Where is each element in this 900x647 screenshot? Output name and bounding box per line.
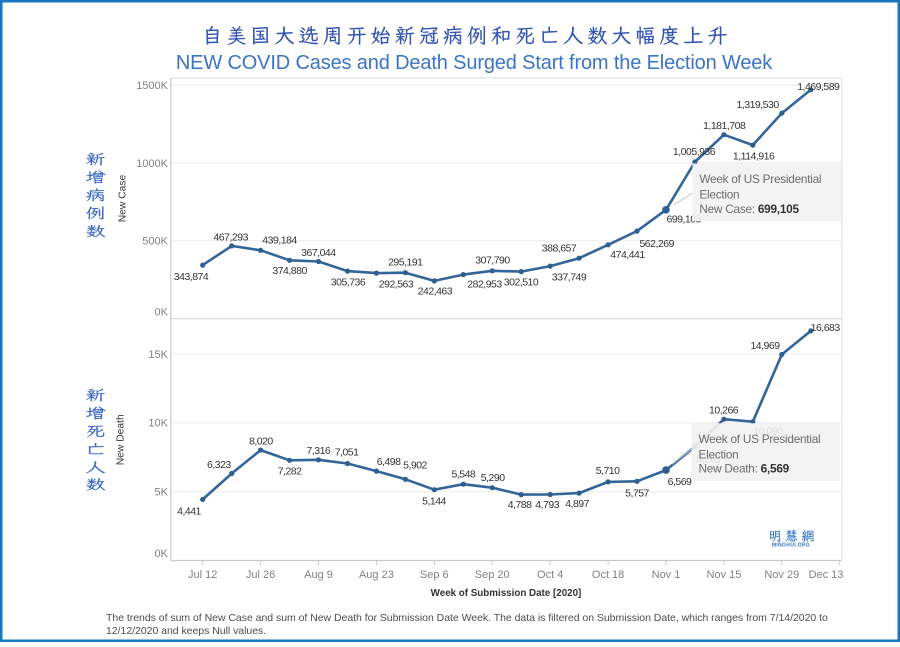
svg-text:Election: Election — [699, 188, 739, 202]
svg-text:New Case: New Case — [118, 174, 129, 222]
svg-text:0K: 0K — [155, 306, 169, 318]
svg-text:4,441: 4,441 — [177, 506, 201, 518]
svg-text:388,657: 388,657 — [542, 243, 577, 255]
svg-text:Week of US Presidential: Week of US Presidential — [699, 172, 821, 186]
svg-text:5,710: 5,710 — [596, 465, 620, 477]
svg-text:5K: 5K — [155, 487, 169, 499]
svg-text:439,184: 439,184 — [262, 234, 297, 246]
svg-text:1000K: 1000K — [136, 158, 168, 170]
svg-text:467,293: 467,293 — [213, 232, 248, 244]
svg-text:Election: Election — [699, 447, 739, 461]
svg-text:7,316: 7,316 — [307, 445, 331, 457]
svg-text:374,880: 374,880 — [272, 265, 307, 277]
svg-text:1,005,936: 1,005,936 — [673, 146, 716, 158]
svg-text:292,563: 292,563 — [379, 279, 414, 291]
svg-text:5,144: 5,144 — [422, 496, 446, 508]
svg-text:5,290: 5,290 — [481, 472, 505, 484]
svg-text:Nov 29: Nov 29 — [764, 569, 799, 581]
svg-text:282,953: 282,953 — [467, 279, 502, 291]
svg-text:5,548: 5,548 — [452, 469, 476, 481]
svg-text:474,441: 474,441 — [610, 249, 645, 261]
svg-text:10,266: 10,266 — [709, 405, 739, 417]
svg-text:6,323: 6,323 — [207, 459, 231, 471]
svg-text:MINGHUI.ORG: MINGHUI.ORG — [772, 542, 810, 548]
svg-text:367,044: 367,044 — [301, 247, 336, 259]
svg-text:6,498: 6,498 — [377, 456, 401, 468]
svg-text:Jul 12: Jul 12 — [188, 569, 217, 581]
svg-text:Oct 4: Oct 4 — [537, 569, 563, 581]
svg-text:4,793: 4,793 — [535, 499, 559, 511]
svg-text:Week of Submission Date [2020]: Week of Submission Date [2020] — [431, 588, 582, 599]
svg-text:The trends of sum of New Case: The trends of sum of New Case and sum of… — [106, 612, 828, 624]
svg-text:New Case: 699,105: New Case: 699,105 — [699, 202, 799, 216]
svg-text:295,191: 295,191 — [388, 257, 423, 269]
svg-text:343,874: 343,874 — [174, 271, 209, 283]
svg-text:0K: 0K — [155, 548, 169, 560]
svg-text:6,569: 6,569 — [668, 476, 692, 488]
svg-text:1,319,530: 1,319,530 — [736, 99, 779, 111]
svg-text:242,463: 242,463 — [418, 285, 453, 297]
svg-text:Sep 6: Sep 6 — [420, 569, 449, 581]
svg-text:Nov 15: Nov 15 — [706, 569, 741, 581]
svg-text:7,282: 7,282 — [278, 465, 302, 477]
svg-text:307,790: 307,790 — [475, 255, 510, 267]
svg-text:7,051: 7,051 — [335, 447, 359, 459]
svg-text:305,736: 305,736 — [331, 276, 366, 288]
svg-text:Nov 1: Nov 1 — [652, 569, 681, 581]
svg-text:1,469,589: 1,469,589 — [797, 81, 840, 93]
svg-text:1,114,916: 1,114,916 — [733, 151, 775, 163]
svg-text:Oct 18: Oct 18 — [592, 569, 624, 581]
svg-text:1500K: 1500K — [136, 80, 168, 92]
svg-text:1,181,708: 1,181,708 — [703, 120, 746, 132]
svg-text:New Death: New Death — [116, 414, 127, 465]
svg-text:NEW COVID Cases and Death Surg: NEW COVID Cases and Death Surged Start f… — [176, 52, 773, 74]
svg-text:12/12/2020 and keeps Null valu: 12/12/2020 and keeps Null values. — [106, 625, 266, 637]
svg-text:New Death: 6,569: New Death: 6,569 — [699, 462, 790, 476]
svg-text:8,020: 8,020 — [249, 436, 273, 448]
svg-text:562,269: 562,269 — [639, 238, 674, 250]
svg-text:14,969: 14,969 — [750, 340, 780, 352]
svg-text:4,788: 4,788 — [508, 499, 532, 511]
svg-text:Week of US Presidential: Week of US Presidential — [699, 432, 821, 446]
svg-text:Jul 26: Jul 26 — [246, 569, 275, 581]
svg-text:4,897: 4,897 — [565, 498, 589, 510]
svg-text:5,757: 5,757 — [625, 487, 649, 499]
svg-text:10K: 10K — [148, 418, 168, 430]
svg-text:302,510: 302,510 — [504, 276, 539, 288]
svg-text:Aug 9: Aug 9 — [304, 569, 333, 581]
svg-text:Sep 20: Sep 20 — [475, 569, 510, 581]
svg-text:16,683: 16,683 — [811, 322, 841, 334]
svg-text:Aug 23: Aug 23 — [359, 569, 394, 581]
svg-text:500K: 500K — [142, 236, 168, 248]
svg-text:Dec 13: Dec 13 — [809, 569, 844, 581]
svg-text:5,902: 5,902 — [403, 460, 427, 472]
svg-text:15K: 15K — [148, 349, 168, 361]
svg-text:337,749: 337,749 — [552, 271, 587, 283]
